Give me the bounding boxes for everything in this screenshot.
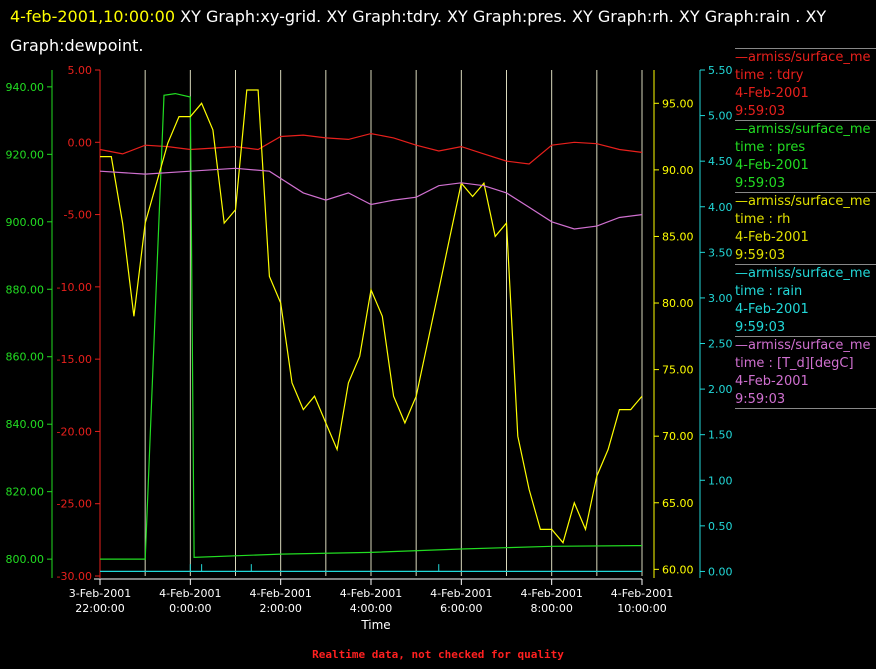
series-line-pres-1 [100, 92, 643, 560]
legend-divider [735, 408, 876, 409]
x-tick-date: 4-Feb-2001 [430, 587, 492, 600]
rh-tick-label: 80.00 [662, 297, 694, 310]
x-tick-time: 0:00:00 [169, 602, 211, 615]
legend-line: —armiss/surface_me [735, 122, 871, 137]
legend-time: 9:59:03 [735, 320, 786, 335]
pres-tick-label: 860.00 [6, 351, 45, 364]
legend-line: —armiss/surface_me [735, 338, 871, 353]
legend-divider [735, 48, 876, 49]
rain-tick-label: 3.50 [708, 246, 733, 259]
rain-tick-label: 4.00 [708, 201, 733, 214]
rh-tick-label: 65.00 [662, 497, 694, 510]
legend-label: time : rh [735, 212, 791, 227]
legend-label: time : rain [735, 284, 803, 299]
legend-time: 9:59:03 [735, 104, 786, 119]
legend-line: —armiss/surface_me [735, 50, 871, 65]
rh-tick-label: 95.00 [662, 97, 694, 110]
legend-divider [735, 120, 876, 121]
legend-time: 9:59:03 [735, 392, 786, 407]
legend-date: 4-Feb-2001 [735, 158, 809, 173]
x-tick-time: 4:00:00 [350, 602, 392, 615]
x-tick-time: 22:00:00 [75, 602, 124, 615]
rh-tick-label: 70.00 [662, 430, 694, 443]
x-axis-label: Time [360, 618, 390, 632]
legend-time: 9:59:03 [735, 248, 786, 263]
x-tick-date: 4-Feb-2001 [159, 587, 221, 600]
tdry-tick-label: 5.00 [68, 64, 93, 77]
tdry-tick-label: -15.00 [57, 353, 92, 366]
rain-tick-label: 2.50 [708, 338, 733, 351]
legend-divider [735, 264, 876, 265]
x-tick-date: 4-Feb-2001 [611, 587, 673, 600]
rain-tick-label: 5.00 [708, 110, 733, 123]
rh-tick-label: 75.00 [662, 364, 694, 377]
legend-date: 4-Feb-2001 [735, 86, 809, 101]
rh-tick-label: 90.00 [662, 164, 694, 177]
tdry-tick-label: 0.00 [68, 136, 93, 149]
x-tick-date: 4-Feb-2001 [520, 587, 582, 600]
legend-date: 4-Feb-2001 [735, 374, 809, 389]
quality-note: Realtime data, not checked for quality [312, 648, 564, 661]
rain-tick-label: 1.50 [708, 429, 733, 442]
x-tick-date: 4-Feb-2001 [340, 587, 402, 600]
pres-tick-label: 880.00 [6, 283, 45, 296]
legend-label: time : [T_d][degC] [735, 356, 854, 371]
tdry-tick-label: -30.00 [57, 570, 92, 583]
rain-tick-label: 2.00 [708, 383, 733, 396]
pres-tick-label: 920.00 [6, 148, 45, 161]
title-timestamp: 4-feb-2001,10:00:00 [10, 7, 176, 26]
tdry-tick-label: -10.00 [57, 281, 92, 294]
x-tick-date: 4-Feb-2001 [249, 587, 311, 600]
tdry-tick-label: -20.00 [57, 425, 92, 438]
x-tick-time: 6:00:00 [440, 602, 482, 615]
pres-tick-label: 820.00 [6, 486, 45, 499]
x-tick-time: 10:00:00 [617, 602, 666, 615]
rain-tick-label: 1.00 [708, 474, 733, 487]
legend-label: time : tdry [735, 68, 804, 83]
rh-tick-label: 85.00 [662, 230, 694, 243]
legend-time: 9:59:03 [735, 176, 786, 191]
pres-tick-label: 940.00 [6, 81, 45, 94]
legend-date: 4-Feb-2001 [735, 230, 809, 245]
legend-label: time : pres [735, 140, 806, 155]
rain-tick-label: 0.50 [708, 520, 733, 533]
rain-tick-label: 0.00 [708, 565, 733, 578]
tdry-tick-label: -5.00 [64, 209, 92, 222]
pres-tick-label: 900.00 [6, 216, 45, 229]
x-tick-time: 8:00:00 [530, 602, 572, 615]
series-line-tdry-4 [99, 167, 643, 230]
pres-tick-label: 800.00 [6, 553, 45, 566]
rain-tick-label: 3.00 [708, 292, 733, 305]
x-tick-date: 3-Feb-2001 [69, 587, 131, 600]
rain-tick-label: 4.50 [708, 155, 733, 168]
series-line-rh-2 [100, 89, 643, 544]
graph-title: 4-feb-2001,10:00:00 XY Graph:xy-grid. XY… [10, 2, 870, 60]
rain-tick-label: 5.50 [708, 64, 733, 77]
tdry-tick-label: -25.00 [57, 498, 92, 511]
legend-divider [735, 192, 876, 193]
legend-date: 4-Feb-2001 [735, 302, 809, 317]
rh-tick-label: 60.00 [662, 563, 694, 576]
legend-divider [735, 336, 876, 337]
legend-line: —armiss/surface_me [735, 266, 871, 281]
title-graph-list: XY Graph:xy-grid. XY Graph:tdry. XY Grap… [10, 7, 827, 55]
legend-line: —armiss/surface_me [735, 194, 871, 209]
x-tick-time: 2:00:00 [259, 602, 301, 615]
pres-tick-label: 840.00 [6, 418, 45, 431]
